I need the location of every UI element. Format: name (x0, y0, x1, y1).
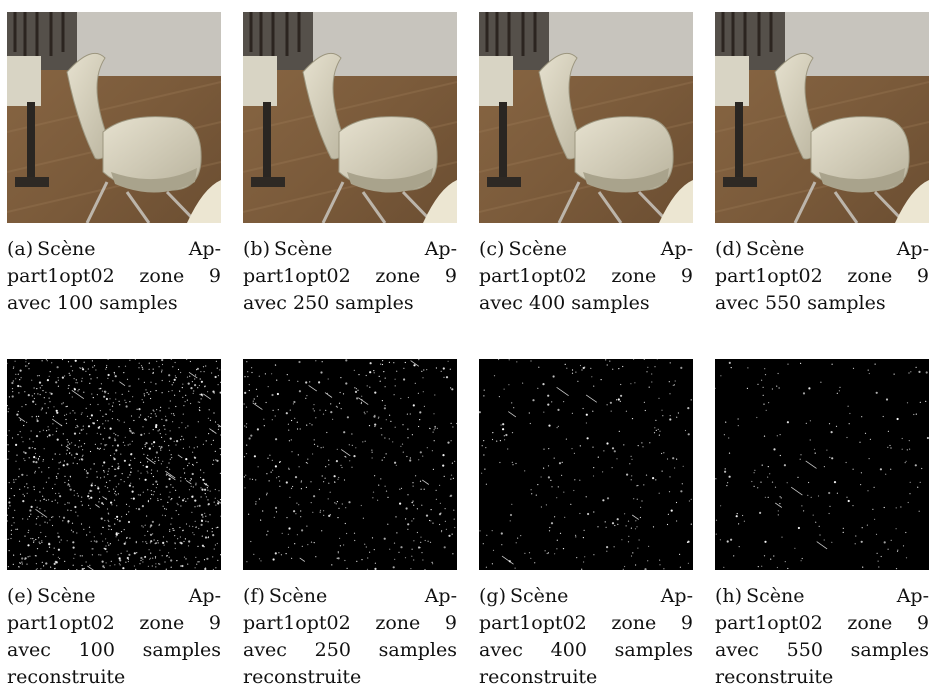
panel-label: (g) (479, 585, 506, 607)
panel-label: (h) (715, 585, 743, 607)
panel-caption: (a) Scène Ap-part1opt02 zone 9 avec 100 s… (7, 236, 221, 317)
panel-caption: (c) Scène Ap-part1opt02 zone 9 avec 400 s… (479, 236, 693, 317)
panel-caption: (g) Scène Ap-part1opt02 zone 9 avec 400 s… (479, 583, 693, 691)
panel-caption-text: Scène Ap-part1opt02 zone 9 avec 550 samp… (715, 238, 929, 314)
noise-map-image (7, 359, 221, 570)
chair-render-image (715, 12, 929, 223)
panel-label: (c) (479, 238, 505, 260)
noise-map-image (479, 359, 693, 570)
panel-caption-text: Scène Ap-part1opt02 zone 9 avec 400 samp… (479, 585, 693, 688)
panel-caption-text: Scène Ap-part1opt02 zone 9 avec 400 samp… (479, 238, 693, 314)
panel-label: (a) (7, 238, 34, 260)
chair-render-image (243, 12, 457, 223)
panel-label: (e) (7, 585, 34, 607)
panel-caption-text: Scène Ap-part1opt02 zone 9 avec 250 samp… (243, 238, 457, 314)
panel-caption-text: Scène Ap-part1opt02 zone 9 avec 250 samp… (243, 585, 457, 688)
panel-caption: (b) Scène Ap-part1opt02 zone 9 avec 250 s… (243, 236, 457, 317)
panel-label: (b) (243, 238, 270, 260)
panel-caption: (e) Scène Ap-part1opt02 zone 9 avec 100 s… (7, 583, 221, 691)
panel-caption-text: Scène Ap-part1opt02 zone 9 avec 100 samp… (7, 585, 221, 688)
panel-caption: (d) Scène Ap-part1opt02 zone 9 avec 550 s… (715, 236, 929, 317)
panel-label: (d) (715, 238, 742, 260)
noise-map-image (715, 359, 929, 570)
panel-label: (f) (243, 585, 265, 607)
panel-caption: (h) Scène Ap-part1opt02 zone 9 avec 550 s… (715, 583, 929, 691)
noise-map-image (243, 359, 457, 570)
chair-render-image (7, 12, 221, 223)
chair-render-image (479, 12, 693, 223)
panel-caption: (f) Scène Ap-part1opt02 zone 9 avec 250 s… (243, 583, 457, 691)
panel-caption-text: Scène Ap-part1opt02 zone 9 avec 100 samp… (7, 238, 221, 314)
panel-caption-text: Scène Ap-part1opt02 zone 9 avec 550 samp… (715, 585, 929, 688)
